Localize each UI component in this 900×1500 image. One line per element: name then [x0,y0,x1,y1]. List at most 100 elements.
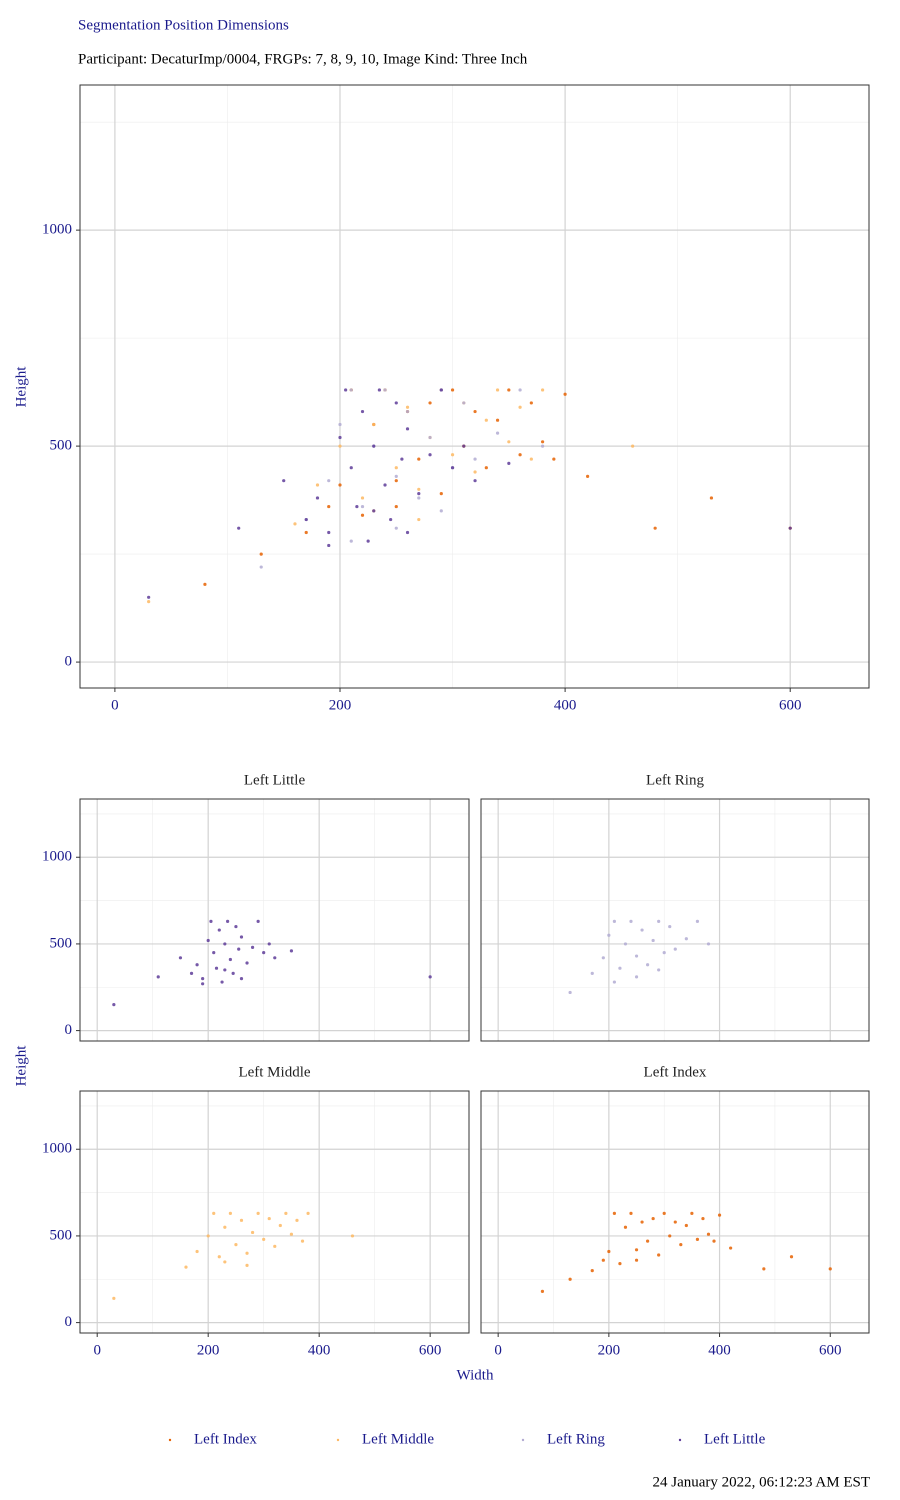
point [612,1211,616,1215]
point [586,474,590,478]
point [178,956,183,960]
point [231,971,235,975]
point [366,539,370,543]
point [237,947,241,951]
point [267,942,271,946]
point [228,957,232,962]
point [695,919,700,923]
point [634,1258,639,1262]
point [203,582,207,586]
point [405,427,410,431]
panel-border [79,798,470,1042]
point [646,1239,650,1243]
y-tick-label: 0 [65,654,73,670]
x-tick-label: 0 [111,697,119,713]
point [349,466,353,470]
footer: 24 January 2022, 06:12:23 AM EST [653,1474,871,1490]
point [450,466,455,470]
point [712,1239,716,1243]
point [217,1255,221,1259]
point [673,1220,677,1224]
point [590,1268,594,1273]
point [201,976,205,981]
point [282,479,286,483]
point [428,453,432,457]
x-tick-label: 600 [779,697,802,713]
point [439,509,443,513]
point [607,933,611,937]
point [439,492,443,496]
point [507,440,511,444]
legend-key [336,1438,340,1442]
point [394,479,398,483]
panel-background [80,85,869,688]
point [529,457,533,461]
point [762,1267,766,1271]
point [147,595,151,599]
point [327,543,331,548]
point [428,435,432,440]
point [568,990,572,995]
point [623,1225,628,1229]
point [540,1289,545,1293]
point [507,461,511,465]
point [634,975,639,979]
strip-label: Left Ring [646,772,704,788]
point [673,947,677,951]
y-tick-label: 500 [50,935,73,951]
point [250,945,255,949]
point [789,1255,794,1259]
point [450,453,455,457]
point [653,526,657,530]
point [729,1246,733,1250]
point [239,935,244,939]
point [629,919,633,923]
point [450,388,455,392]
point [690,1211,694,1215]
point [417,457,421,461]
point [417,487,421,491]
point [234,1242,238,1247]
point [195,1249,199,1254]
point [679,1242,683,1247]
panel-background [481,799,869,1041]
point [495,388,500,392]
point [394,474,398,478]
point [634,954,639,958]
point [668,1234,672,1238]
point [360,496,365,500]
point [289,949,294,953]
point [300,1239,305,1243]
point [304,517,308,522]
point [223,1225,227,1229]
point [709,496,714,500]
strip-label: Left Index [644,1064,707,1080]
point [273,1244,277,1248]
y-tick-label: 0 [65,1314,73,1330]
point [394,526,398,530]
point [259,565,263,569]
point [184,1265,188,1269]
point [657,968,661,972]
point [631,444,635,448]
point [214,966,219,970]
point [601,1258,605,1262]
point [223,1260,227,1264]
point [646,963,650,967]
point [262,1237,266,1241]
point [267,1216,271,1221]
point [439,388,443,392]
point [256,919,260,923]
y-tick-label: 500 [50,438,73,454]
point [417,496,421,500]
point [350,1234,355,1238]
point [338,422,342,427]
point [206,938,210,943]
point [701,1216,705,1221]
point [634,1248,639,1252]
point [651,938,655,943]
point [349,539,353,543]
point [473,470,477,474]
strip-label: Left Little [244,772,306,788]
